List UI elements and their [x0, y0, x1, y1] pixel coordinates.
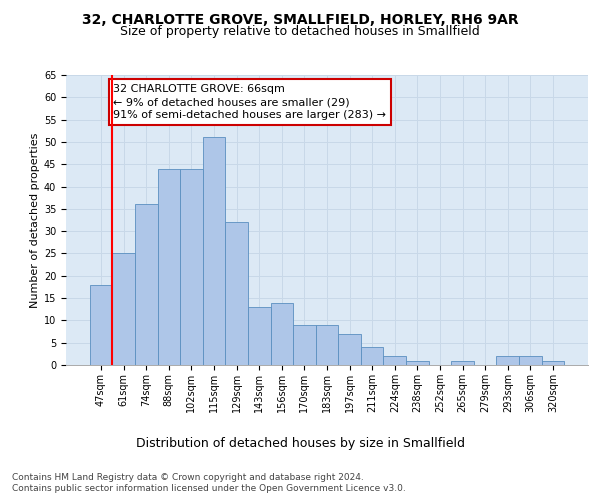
- Text: 32, CHARLOTTE GROVE, SMALLFIELD, HORLEY, RH6 9AR: 32, CHARLOTTE GROVE, SMALLFIELD, HORLEY,…: [82, 12, 518, 26]
- Text: Distribution of detached houses by size in Smallfield: Distribution of detached houses by size …: [136, 438, 464, 450]
- Bar: [271, 302, 293, 365]
- Bar: [316, 325, 338, 365]
- Bar: [406, 360, 428, 365]
- Text: Size of property relative to detached houses in Smallfield: Size of property relative to detached ho…: [120, 25, 480, 38]
- Bar: [112, 254, 135, 365]
- Bar: [361, 347, 383, 365]
- Bar: [519, 356, 542, 365]
- Bar: [203, 138, 226, 365]
- Bar: [135, 204, 158, 365]
- Bar: [158, 168, 180, 365]
- Bar: [542, 360, 564, 365]
- Bar: [226, 222, 248, 365]
- Bar: [293, 325, 316, 365]
- Bar: [180, 168, 203, 365]
- Text: Contains public sector information licensed under the Open Government Licence v3: Contains public sector information licen…: [12, 484, 406, 493]
- Bar: [496, 356, 519, 365]
- Bar: [248, 307, 271, 365]
- Bar: [451, 360, 474, 365]
- Bar: [338, 334, 361, 365]
- Bar: [90, 284, 112, 365]
- Text: 32 CHARLOTTE GROVE: 66sqm
← 9% of detached houses are smaller (29)
91% of semi-d: 32 CHARLOTTE GROVE: 66sqm ← 9% of detach…: [113, 84, 386, 120]
- Text: Contains HM Land Registry data © Crown copyright and database right 2024.: Contains HM Land Registry data © Crown c…: [12, 472, 364, 482]
- Bar: [383, 356, 406, 365]
- Y-axis label: Number of detached properties: Number of detached properties: [29, 132, 40, 308]
